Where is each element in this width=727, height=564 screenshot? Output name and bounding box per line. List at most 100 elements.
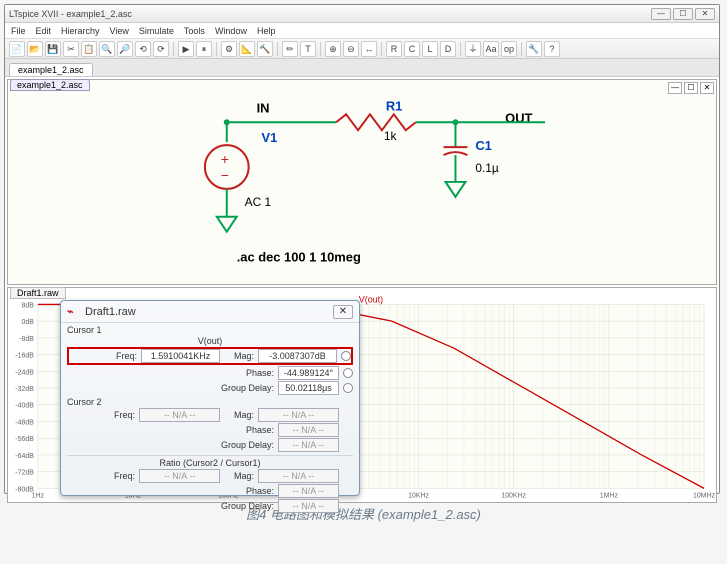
toolbar-button[interactable]: ⟳ [153, 41, 169, 57]
toolbar-button[interactable]: 📋 [81, 41, 97, 57]
svg-text:IN: IN [257, 100, 270, 115]
toolbar-button[interactable]: T [300, 41, 316, 57]
svg-text:-40dB: -40dB [15, 403, 34, 410]
ratio-phase-field: -- N/A -- [278, 484, 339, 498]
freq-label: Freq: [69, 351, 137, 361]
menu-view[interactable]: View [110, 26, 129, 36]
svg-text:AC 1: AC 1 [245, 195, 272, 209]
pane-maximize-button[interactable]: ☐ [684, 82, 698, 94]
toolbar-button[interactable]: ✏ [282, 41, 298, 57]
toolbar-button[interactable]: 📄 [9, 41, 25, 57]
toolbar-button[interactable]: ↔ [361, 41, 377, 57]
toolbar-button[interactable]: L [422, 41, 438, 57]
toolbar-button[interactable]: 🔨 [257, 41, 273, 57]
svg-text:−: − [221, 167, 229, 183]
plot-tab[interactable]: Draft1.raw [10, 287, 66, 299]
pane-controls: — ☐ ✕ [668, 82, 714, 94]
cursor-dialog[interactable]: ⌁ Draft1.raw ✕ Cursor 1 V(out) Freq: 1.5… [60, 300, 360, 496]
menu-bar: File Edit Hierarchy View Simulate Tools Window… [5, 23, 719, 39]
toolbar-button[interactable]: 🔎 [117, 41, 133, 57]
groupdelay-label-r: Group Delay: [204, 501, 274, 511]
mag-label: Mag: [224, 351, 254, 361]
svg-text:-72dB: -72dB [15, 470, 34, 477]
toolbar-button[interactable]: ⚙ [221, 41, 237, 57]
toolbar-button[interactable]: 📂 [27, 41, 43, 57]
toolbar-button[interactable]: 🔧 [526, 41, 542, 57]
svg-text:-48dB: -48dB [15, 419, 34, 426]
toolbar-button[interactable]: ⏸ [196, 41, 212, 57]
schematic-pane[interactable]: example1_2.asc — ☐ ✕ IN R1 OUT 1k + − V1… [7, 79, 717, 285]
close-button[interactable]: ✕ [695, 8, 715, 20]
cursor1-phase-field[interactable]: -44.989124° [278, 366, 339, 380]
window-controls: — ☐ ✕ [651, 8, 715, 20]
toolbar-separator [521, 42, 522, 56]
cursor1-mag-field[interactable]: -3.0087307dB [258, 349, 337, 363]
toolbar-button[interactable]: Aa [483, 41, 499, 57]
toolbar-button[interactable]: C [404, 41, 420, 57]
freq-label-2: Freq: [67, 410, 135, 420]
menu-help[interactable]: Help [257, 26, 276, 36]
toolbar-button[interactable]: D [440, 41, 456, 57]
svg-text:V1: V1 [262, 130, 278, 145]
toolbar-button[interactable]: R [386, 41, 402, 57]
tab-main[interactable]: example1_2.asc [9, 63, 93, 76]
phase-label-r: Phase: [204, 486, 274, 496]
ratio-freq-field: -- N/A -- [139, 469, 220, 483]
svg-text:100KHz: 100KHz [501, 492, 526, 499]
toolbar-button[interactable]: 🔍 [99, 41, 115, 57]
toolbar-button[interactable]: ⊖ [343, 41, 359, 57]
svg-text:-24dB: -24dB [15, 369, 34, 376]
ratio-gd-field: -- N/A -- [278, 499, 339, 513]
svg-text:-16dB: -16dB [15, 352, 34, 359]
menu-hierarchy[interactable]: Hierarchy [61, 26, 100, 36]
cursor1-freq-field[interactable]: 1.5910041KHz [141, 349, 220, 363]
cursor-body: Cursor 1 V(out) Freq: 1.5910041KHz Mag: … [61, 323, 359, 516]
menu-tools[interactable]: Tools [184, 26, 205, 36]
pane-minimize-button[interactable]: — [668, 82, 682, 94]
toolbar-button[interactable]: 💾 [45, 41, 61, 57]
schematic-tab[interactable]: example1_2.asc [10, 79, 90, 91]
cursor-close-button[interactable]: ✕ [333, 305, 353, 319]
cursor1-gd-field[interactable]: 50.02118µs [278, 381, 339, 395]
cursor1-mag-radio[interactable] [341, 351, 351, 361]
svg-text:-64dB: -64dB [15, 453, 34, 460]
svg-text:-56dB: -56dB [15, 436, 34, 443]
waveform-icon: ⌁ [67, 305, 81, 319]
svg-text:10KHz: 10KHz [408, 492, 429, 499]
maximize-button[interactable]: ☐ [673, 8, 693, 20]
mag-label-2: Mag: [224, 410, 254, 420]
cursor1-gd-radio[interactable] [343, 383, 353, 393]
menu-file[interactable]: File [11, 26, 26, 36]
svg-text:0dB: 0dB [21, 319, 34, 326]
document-tabs: example1_2.asc [5, 59, 719, 77]
cursor2-freq-field: -- N/A -- [139, 408, 220, 422]
ratio-label: Ratio (Cursor2 / Cursor1) [67, 455, 353, 468]
phase-label: Phase: [204, 368, 274, 378]
toolbar-button[interactable]: ✂ [63, 41, 79, 57]
svg-text:1MHz: 1MHz [600, 492, 619, 499]
mag-label-r: Mag: [224, 471, 254, 481]
cursor-title-bar[interactable]: ⌁ Draft1.raw ✕ [61, 301, 359, 323]
minimize-button[interactable]: — [651, 8, 671, 20]
toolbar-separator [460, 42, 461, 56]
toolbar-button[interactable]: op [501, 41, 517, 57]
cursor-title: Draft1.raw [85, 306, 136, 318]
pane-close-button[interactable]: ✕ [700, 82, 714, 94]
cursor1-phase-radio[interactable] [343, 368, 353, 378]
menu-simulate[interactable]: Simulate [139, 26, 174, 36]
groupdelay-label: Group Delay: [204, 383, 274, 393]
svg-text:8dB: 8dB [21, 302, 34, 309]
toolbar-separator [381, 42, 382, 56]
menu-edit[interactable]: Edit [36, 26, 52, 36]
toolbar-button[interactable]: ⏚ [465, 41, 481, 57]
toolbar-button[interactable]: ? [544, 41, 560, 57]
menu-window[interactable]: Window [215, 26, 247, 36]
toolbar-button[interactable]: ⊕ [325, 41, 341, 57]
app-title: LTspice XVII - example1_2.asc [9, 9, 132, 19]
svg-text:1k: 1k [384, 129, 397, 143]
toolbar-button[interactable]: 📐 [239, 41, 255, 57]
groupdelay-label-2: Group Delay: [204, 440, 274, 450]
toolbar-button[interactable]: ⟲ [135, 41, 151, 57]
svg-text:C1: C1 [475, 138, 492, 153]
toolbar-button[interactable]: ▶ [178, 41, 194, 57]
